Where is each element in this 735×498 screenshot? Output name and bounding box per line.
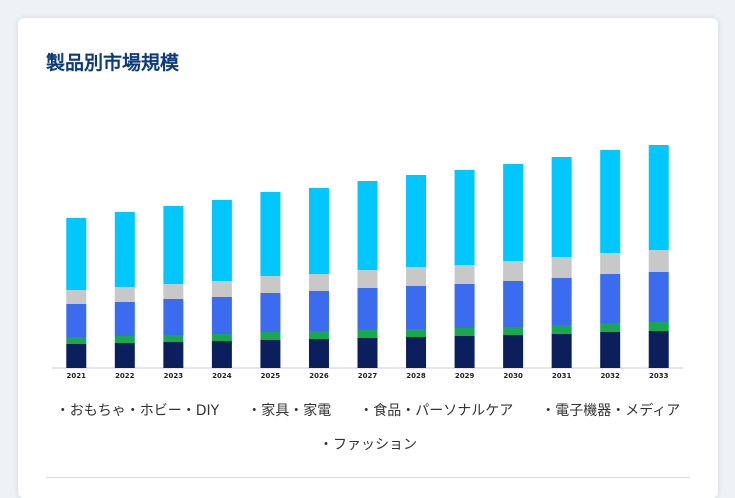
bar-segment bbox=[308, 339, 329, 368]
bar-segment bbox=[454, 284, 475, 328]
bar-segment bbox=[648, 145, 669, 250]
bar-segment bbox=[600, 150, 621, 253]
bar-segment bbox=[551, 325, 572, 334]
bar-segment bbox=[648, 272, 669, 322]
bar-segment bbox=[503, 261, 524, 281]
bar-segment bbox=[163, 206, 184, 284]
bar-segment bbox=[260, 340, 281, 368]
bar-segment bbox=[406, 175, 427, 267]
bar-segment bbox=[551, 278, 572, 325]
bar-segment bbox=[357, 288, 378, 330]
bar-segment bbox=[211, 334, 232, 341]
bar-segment bbox=[66, 337, 87, 344]
bar-segment bbox=[211, 341, 232, 368]
legend: おもちゃ・ホビー・DIY 家具・家電 食品・パーソナルケア 電子機器・メディアファッシ… bbox=[38, 400, 698, 454]
x-tick-label: 2022 bbox=[115, 372, 135, 380]
legend-entry: ファッション bbox=[319, 434, 417, 454]
divider bbox=[46, 477, 690, 478]
bar-segment bbox=[211, 297, 232, 334]
bar-segment bbox=[114, 212, 135, 287]
bar-segment bbox=[308, 331, 329, 339]
x-tick-label: 2021 bbox=[67, 372, 87, 380]
legend-entry: 食品・パーソナルケア bbox=[359, 400, 513, 420]
bar-segment bbox=[600, 274, 621, 323]
bar-segment bbox=[503, 327, 524, 335]
bar-segment bbox=[454, 265, 475, 284]
chart-title: 製品別市場規模 bbox=[46, 52, 180, 74]
legend-entry: おもちゃ・ホビー・DIY bbox=[56, 400, 219, 420]
bar-segment bbox=[260, 293, 281, 332]
x-tick-label: 2029 bbox=[455, 372, 475, 380]
bar-segment bbox=[114, 343, 135, 368]
bar-segment bbox=[308, 188, 329, 274]
x-tick-label: 2027 bbox=[358, 372, 378, 380]
legend-entry: 家具・家電 bbox=[247, 400, 331, 420]
bar-segment bbox=[600, 332, 621, 368]
bar-segment bbox=[357, 330, 378, 338]
bar-segment bbox=[308, 274, 329, 291]
bar-segment bbox=[260, 276, 281, 293]
bar-segment bbox=[114, 336, 135, 343]
bar-segment bbox=[551, 157, 572, 257]
x-tick-label: 2024 bbox=[212, 372, 232, 380]
bar-segment bbox=[454, 170, 475, 265]
bar-segment bbox=[648, 331, 669, 368]
bar-segment bbox=[406, 286, 427, 329]
bar-segment bbox=[406, 329, 427, 337]
bar-segment bbox=[66, 344, 87, 368]
x-tick-label: 2031 bbox=[552, 372, 572, 380]
x-tick-label: 2023 bbox=[164, 372, 184, 380]
bar-segment bbox=[600, 323, 621, 332]
bar-segment bbox=[114, 287, 135, 302]
bar-segment bbox=[66, 304, 87, 337]
x-tick-label: 2026 bbox=[309, 372, 329, 380]
bar-segment bbox=[163, 342, 184, 368]
bar-segment bbox=[163, 299, 184, 335]
bar-segment bbox=[600, 253, 621, 274]
bar-segment bbox=[163, 335, 184, 342]
x-tick-label: 2033 bbox=[649, 372, 669, 380]
bar-segment bbox=[648, 250, 669, 272]
x-tick-label: 2032 bbox=[600, 372, 620, 380]
bar-segment bbox=[163, 284, 184, 299]
bar-segment bbox=[454, 328, 475, 336]
bar-segment bbox=[260, 192, 281, 276]
bar-segment bbox=[406, 337, 427, 368]
bar-segment bbox=[503, 281, 524, 327]
bar-segment bbox=[211, 200, 232, 281]
bar-segment bbox=[66, 290, 87, 304]
x-tick-label: 2025 bbox=[261, 372, 281, 380]
bar-segment bbox=[357, 338, 378, 368]
bar-segment bbox=[551, 334, 572, 368]
x-tick-label: 2030 bbox=[503, 372, 523, 380]
bar-segment bbox=[648, 322, 669, 331]
legend-entry: 電子機器・メディア bbox=[541, 400, 680, 420]
bar-segment bbox=[66, 218, 87, 290]
chart: 2021 2022 2023 2024 2025 2026 2027 2028 2029 2030… bbox=[52, 145, 683, 380]
page: {"chart_data": {"type": "stacked-bar", "… bbox=[0, 0, 735, 488]
bar-segment bbox=[308, 291, 329, 331]
bar-segment bbox=[260, 332, 281, 340]
bar-segment bbox=[357, 270, 378, 288]
bar-segment bbox=[503, 335, 524, 368]
bar-segment bbox=[211, 281, 232, 297]
bar-segment bbox=[406, 267, 427, 286]
bar-segment bbox=[114, 302, 135, 336]
bar-segment bbox=[357, 181, 378, 270]
bar-segment bbox=[551, 257, 572, 278]
x-tick-label: 2028 bbox=[406, 372, 426, 380]
bar-segment bbox=[503, 164, 524, 261]
bar-segment bbox=[454, 336, 475, 368]
card: 製品別市場規模 2021 2022 2023 2024 2025 2026 2027 2028… bbox=[18, 18, 718, 498]
